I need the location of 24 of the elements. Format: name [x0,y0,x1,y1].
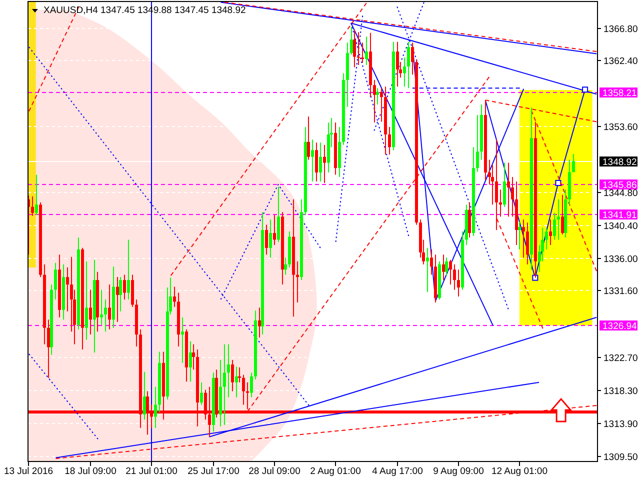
y-tick-label: 1309.50 [604,452,638,463]
x-tick-label: 12 Aug 01:00 [492,466,548,477]
y-tick-label: 1362.40 [604,56,638,67]
ref-line-label: 1358.21 [602,88,637,99]
y-tick-label: 1366.80 [604,24,638,35]
y-tick-label: 1331.60 [604,286,638,297]
x-tick-label: 21 Jul 01:00 [126,466,178,477]
y-tick-label: 1340.40 [604,220,638,232]
y-tick-label: 1322.70 [604,352,638,364]
y-tick-label: 1336.00 [604,254,638,265]
y-tick-label: 1318.30 [604,386,638,397]
ref-line-label: 1341.91 [602,210,637,221]
x-tick-label: 18 Jul 09:00 [64,466,116,477]
x-tick-label: 4 Aug 17:00 [372,466,423,477]
ref-line-label: 1345.86 [602,180,637,191]
ref-line-label: 1348.92 [602,156,637,168]
x-tick-label: 25 Jul 17:00 [188,466,240,477]
x-tick-label: 2 Aug 01:00 [310,466,361,477]
x-tick-label: 9 Aug 09:00 [433,466,484,477]
y-tick-label: 1353.60 [604,122,638,133]
x-tick-label: 28 Jul 09:00 [248,466,300,477]
x-tick-label: 13 Jul 2016 [4,466,54,477]
ref-line-label: 1326.94 [602,320,637,332]
y-tick-label: 1313.90 [604,418,638,430]
